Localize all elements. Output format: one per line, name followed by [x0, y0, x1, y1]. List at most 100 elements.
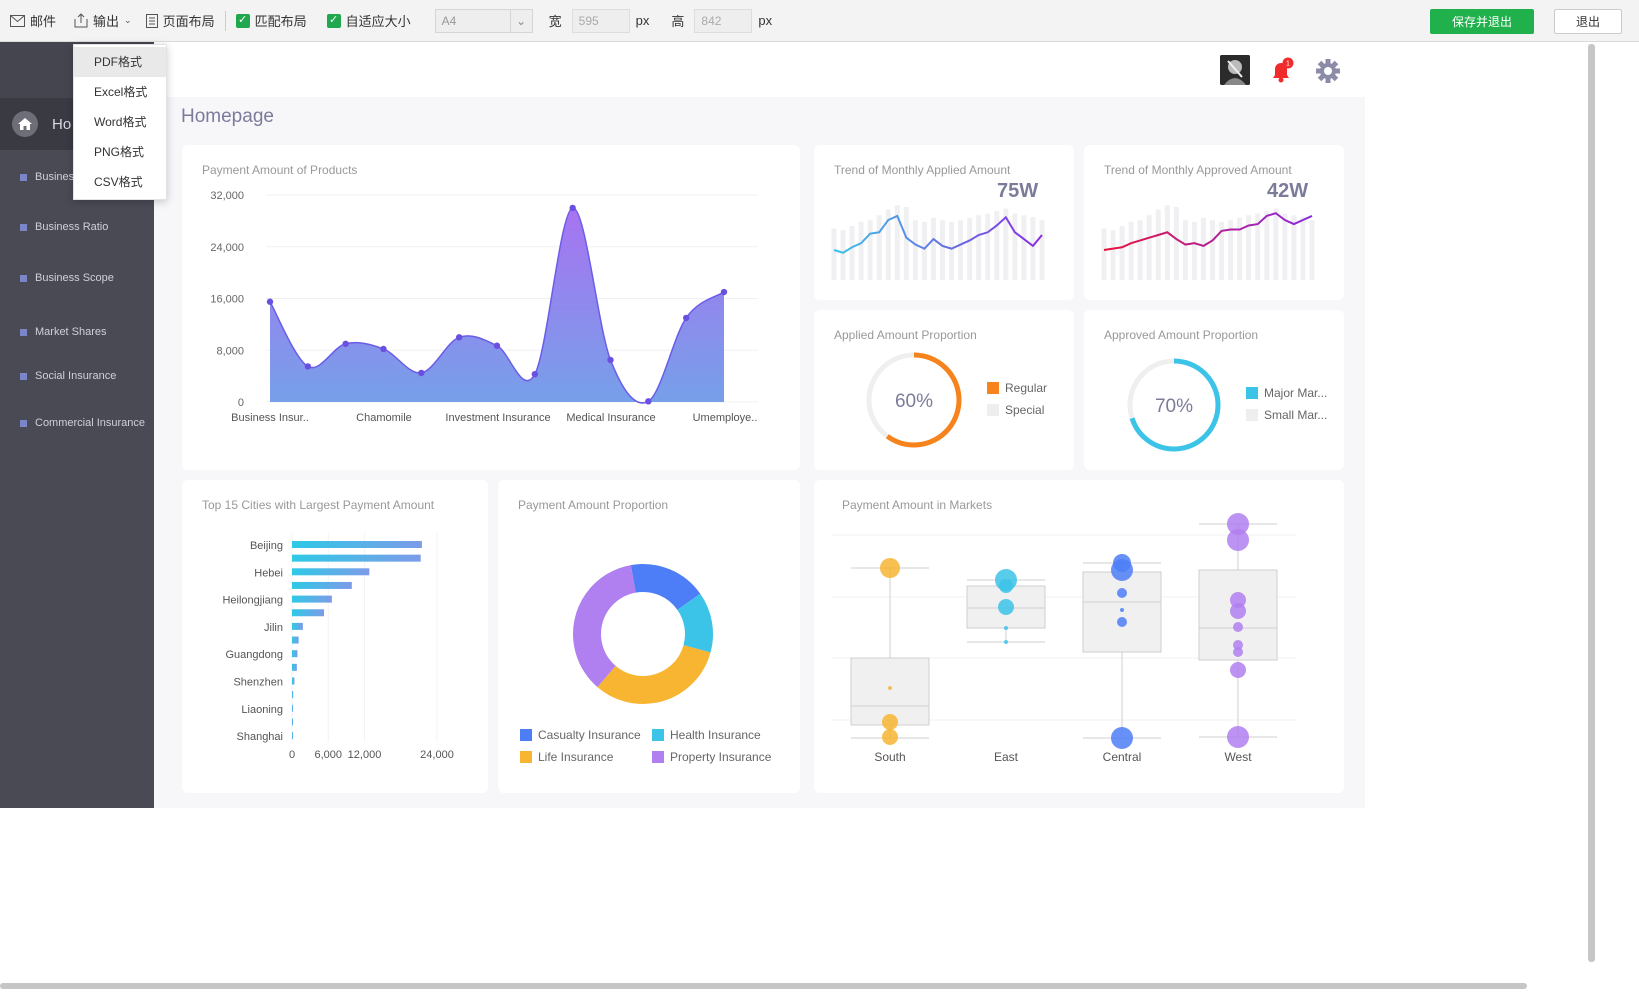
background-bar: [976, 215, 982, 280]
card-title: Approved Amount Proportion: [1104, 328, 1259, 342]
donut-slice: [573, 564, 713, 704]
outlier-point: [1004, 626, 1008, 630]
page-layout-label: 页面布局: [162, 14, 215, 29]
save-exit-button[interactable]: 保存并退出: [1430, 9, 1534, 34]
background-bar: [921, 221, 927, 280]
donut-slice: [573, 564, 713, 704]
export-csv-item[interactable]: CSV格式: [94, 175, 143, 189]
x-tick-label: 24,000: [420, 749, 454, 761]
paper-size-select[interactable]: A4 ⌄: [434, 8, 533, 33]
y-tick-label: 8,000: [216, 345, 244, 357]
background-bar: [831, 228, 837, 280]
ring-value-arc: [1127, 358, 1221, 452]
y-tick-label: 24,000: [210, 242, 244, 254]
export-button[interactable]: 输出 ⌄: [74, 11, 132, 30]
horizontal-scrollbar[interactable]: [0, 983, 1527, 989]
trend-approved-card: Trend of Monthly Approved Amount 42W: [1084, 145, 1344, 300]
y-tick-label: Beijing: [250, 540, 283, 552]
outlier-point: [999, 579, 1013, 593]
background-bar: [1128, 221, 1134, 280]
area-fill: [270, 207, 724, 403]
background-bar: [1282, 213, 1288, 280]
export-word-item[interactable]: Word格式: [94, 115, 147, 129]
x-tick-label: Medical Insurance: [566, 412, 655, 424]
exit-button[interactable]: 退出: [1554, 9, 1622, 34]
background-bar: [1191, 221, 1197, 280]
data-point: [493, 342, 501, 349]
vertical-scrollbar[interactable]: [1588, 44, 1595, 962]
top-cities-card: Top 15 Cities with Largest Payment Amoun…: [182, 480, 488, 793]
background-bar: [1146, 215, 1152, 280]
outlier-point: [1230, 592, 1246, 608]
bar: [292, 595, 332, 603]
legend-swatch: [987, 382, 999, 394]
outlier-point: [1230, 662, 1246, 678]
outlier-point: [1117, 588, 1127, 598]
sidebar-item-commercial-insurance[interactable]: Commercial Insurance: [20, 417, 145, 429]
approved-proportion-value: 70%: [1155, 396, 1193, 417]
home-icon: [12, 111, 38, 137]
background-bar: [1003, 208, 1009, 280]
export-excel-item[interactable]: Excel格式: [94, 85, 148, 99]
match-layout-checkbox[interactable]: ✓ 匹配布局: [235, 11, 307, 30]
data-point: [266, 298, 274, 305]
background-bar: [858, 221, 864, 280]
trend-applied-card: Trend of Monthly Applied Amount 75W: [814, 145, 1074, 300]
legend-item: Property Insurance: [652, 746, 792, 768]
background-bar: [994, 211, 1000, 280]
notification-bell-icon[interactable]: 1: [1268, 57, 1296, 85]
height-input[interactable]: [694, 8, 753, 33]
legend-label: Small Mar...: [1264, 408, 1328, 422]
background-bar: [1219, 221, 1225, 280]
page-layout-button[interactable]: 页面布局: [145, 11, 215, 30]
export-label: 输出: [93, 14, 120, 29]
background-bar: [1182, 220, 1188, 280]
background-bar: [930, 217, 936, 280]
background-bar: [1246, 215, 1252, 280]
sidebar-item-label: Business Ratio: [35, 221, 109, 233]
outlier-point: [882, 729, 898, 745]
legend-item: Major Mar...: [1246, 382, 1327, 404]
outlier-point: [1117, 617, 1127, 627]
x-tick-label: 12,000: [348, 749, 382, 761]
background-bar: [840, 230, 846, 280]
background-bar: [1110, 230, 1116, 280]
bullet-icon: [20, 419, 27, 427]
bar: [292, 581, 352, 589]
height-label: 高: [671, 14, 685, 29]
x-tick-label: East: [994, 750, 1019, 764]
avatar[interactable]: [1220, 55, 1250, 85]
data-point: [304, 363, 312, 370]
bar: [292, 691, 294, 699]
approved-proportion-card: Approved Amount Proportion 70% Major Mar…: [1084, 310, 1344, 470]
background-bar: [1200, 217, 1206, 280]
export-png-item[interactable]: PNG格式: [94, 145, 145, 159]
applied-proportion-value: 60%: [895, 391, 933, 412]
x-tick-label: Business Insur..: [231, 412, 309, 424]
height-unit: px: [758, 13, 773, 28]
mail-button[interactable]: 邮件: [10, 11, 56, 30]
export-pdf-item[interactable]: PDF格式: [74, 47, 166, 77]
sidebar-item-business-ratio[interactable]: Business Ratio: [20, 221, 108, 233]
payment-proportion-chart: [573, 564, 713, 704]
sidebar-item-social-insurance[interactable]: Social Insurance: [20, 370, 116, 382]
background-bar: [1173, 206, 1179, 280]
card-title: Top 15 Cities with Largest Payment Amoun…: [202, 498, 435, 512]
width-input[interactable]: [571, 8, 630, 33]
data-point: [418, 369, 425, 377]
auto-size-checkbox[interactable]: ✓ 自适应大小: [326, 11, 411, 30]
trend-line: [833, 214, 1043, 254]
mail-icon: [10, 14, 25, 27]
main-header: 1: [154, 42, 1365, 97]
sidebar-item-business-scope[interactable]: Business Scope: [20, 272, 114, 284]
outlier-point: [880, 558, 900, 578]
legend-swatch: [1246, 387, 1258, 399]
sidebar-item-market-shares[interactable]: Market Shares: [20, 326, 107, 338]
payment-products-chart: 32,000 24,000 16,000 8,000 0 Business Insur.…: [210, 190, 758, 424]
sidebar-item-business[interactable]: Busines: [20, 171, 74, 183]
gear-icon[interactable]: [1315, 58, 1341, 84]
home-label: Ho: [52, 115, 72, 133]
background-bar: [1101, 228, 1107, 280]
main-content: 1 Homepage Payment Amount of Products 32…: [154, 42, 1365, 808]
outlier-point: [1233, 640, 1243, 650]
